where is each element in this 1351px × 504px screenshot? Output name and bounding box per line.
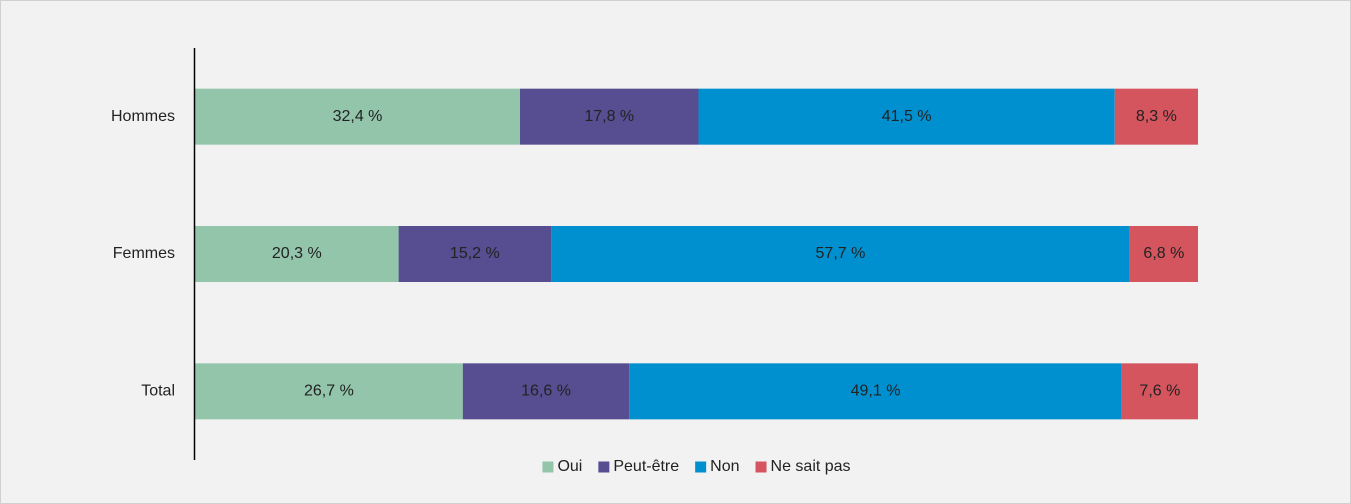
data-label: 16,6 %	[521, 383, 571, 400]
data-label: 49,1 %	[851, 383, 901, 400]
bar-segment	[398, 226, 552, 282]
data-label: 7,6 %	[1139, 383, 1180, 400]
legend-label: Peut-être	[613, 458, 679, 475]
y-tick-label: Hommes	[111, 108, 175, 125]
bar-segment	[195, 363, 463, 420]
y-tick-label: Total	[141, 383, 175, 400]
bar-segment	[1121, 363, 1198, 420]
bar-segment	[462, 363, 630, 420]
y-tick-label: Femmes	[113, 245, 175, 262]
bar-segment	[519, 88, 699, 145]
data-label: 6,8 %	[1143, 245, 1184, 262]
data-label: 32,4 %	[333, 108, 383, 125]
legend-label: Oui	[557, 458, 582, 475]
data-label: 41,5 %	[882, 108, 932, 125]
legend-label: Ne sait pas	[771, 458, 851, 475]
legend-swatch	[542, 461, 554, 473]
legend-swatch	[598, 461, 610, 473]
bar-segment	[551, 226, 1130, 282]
bar-segment	[195, 88, 520, 145]
legend-swatch	[755, 461, 767, 473]
data-label: 15,2 %	[450, 245, 500, 262]
data-label: 26,7 %	[304, 383, 354, 400]
data-label: 8,3 %	[1136, 108, 1177, 125]
bar-segment	[698, 88, 1115, 145]
data-label: 57,7 %	[816, 245, 866, 262]
bar-segment	[1114, 88, 1198, 145]
legend-label: Non	[710, 458, 739, 475]
legend-swatch	[695, 461, 707, 473]
bar-segment	[629, 363, 1122, 420]
data-label: 20,3 %	[272, 245, 322, 262]
bar-segment	[195, 226, 399, 282]
data-label: 17,8 %	[584, 108, 634, 125]
bar-segment	[1129, 226, 1198, 282]
